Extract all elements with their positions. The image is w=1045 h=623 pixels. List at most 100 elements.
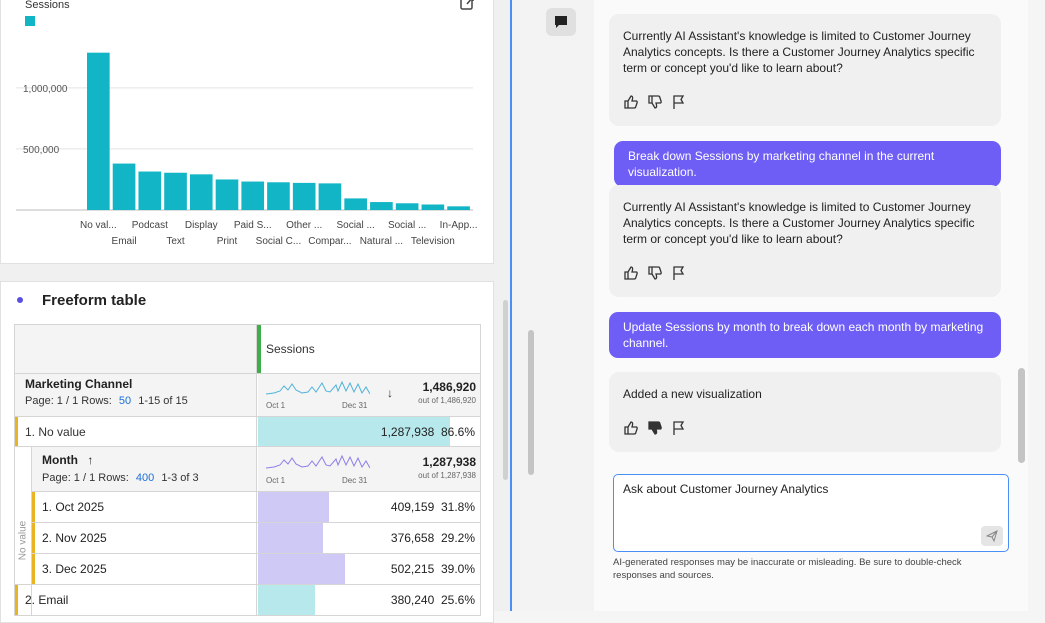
bar <box>447 206 470 210</box>
x-tick-label: Email <box>112 236 137 247</box>
breakdown-summary: Oct 1 Dec 31 1,287,938 out of 1,287,938 <box>258 447 480 491</box>
bar <box>87 52 110 210</box>
dimension-name[interactable]: Marketing Channel <box>25 377 133 391</box>
table-row[interactable]: 2. Email <box>15 585 257 615</box>
chat-scrollbar[interactable] <box>1018 368 1025 463</box>
column-drag-handle[interactable] <box>257 325 261 373</box>
sort-arrow-icon[interactable]: ↓ <box>387 386 393 400</box>
x-tick-label: Natural ... <box>360 236 403 247</box>
ai-disclaimer: AI-generated responses may be inaccurate… <box>613 557 962 581</box>
column-header-empty <box>15 325 257 373</box>
x-tick-label: Social ... <box>388 220 426 231</box>
thumbs-up-icon[interactable] <box>623 420 639 436</box>
thumbs-up-icon[interactable] <box>623 94 639 110</box>
percent-bar <box>258 585 315 615</box>
bar <box>344 198 367 210</box>
panel-divider[interactable] <box>510 0 512 611</box>
percent-bar <box>258 523 323 553</box>
bar <box>112 163 136 210</box>
table-row[interactable]: 3. Dec 2025 <box>32 554 257 584</box>
flag-icon[interactable] <box>671 420 687 436</box>
legend-swatch-sessions <box>25 16 35 26</box>
x-tick-label: Print <box>217 236 238 247</box>
rows-per-page[interactable]: 50 <box>118 395 132 407</box>
flag-icon[interactable] <box>671 265 687 281</box>
x-tick-label: No val... <box>80 220 117 231</box>
table-row-value-cell[interactable]: 502,215 39.0% <box>258 554 480 584</box>
sparkline <box>266 380 370 395</box>
x-tick-label: Podcast <box>132 220 168 231</box>
panel-status-dot <box>17 297 23 303</box>
message-text: Added a new visualization <box>623 387 762 401</box>
thumbs-down-icon[interactable] <box>647 94 663 110</box>
bar <box>292 182 316 210</box>
sparkline-end: Dec 31 <box>342 476 368 485</box>
thumbs-up-icon[interactable] <box>623 265 639 281</box>
send-icon <box>986 530 998 542</box>
dimension-pagination: Page: 1 / 1 Rows: 50 1-15 of 15 <box>25 395 188 407</box>
sparkline <box>266 454 370 469</box>
row-label[interactable]: 1. Oct 2025 <box>42 500 105 514</box>
breakdown-pagination: Page: 1 / 1 Rows: 400 1-3 of 3 <box>42 472 199 484</box>
bar <box>189 174 213 210</box>
workspace-scrollbar[interactable] <box>503 300 508 480</box>
breakdown-total-of: out of 1,287,938 <box>418 471 476 480</box>
page-label: Page: 1 / 1 Rows: <box>25 395 112 407</box>
bar <box>215 179 239 210</box>
bar <box>421 204 445 210</box>
bar-chart-panel: Sessions 500,000 1,000,000 No val... Email P… <box>0 0 494 264</box>
rows-per-page[interactable]: 400 <box>135 472 155 484</box>
breakdown-side-column: No value <box>15 447 32 615</box>
x-tick-label: In-App... <box>440 220 478 231</box>
column-header-sessions[interactable]: Sessions <box>266 342 315 356</box>
bar <box>138 171 162 210</box>
sparkline-end: Dec 31 <box>342 401 368 410</box>
dimension-total: 1,486,920 <box>422 380 476 394</box>
message-text: Currently AI Assistant's knowledge is li… <box>623 29 975 75</box>
breakdown-header: Month ↑ Page: 1 / 1 Rows: 400 1-3 of 3 <box>32 447 257 491</box>
chart-title: Sessions <box>25 0 70 11</box>
table-row[interactable]: 1. No value <box>15 417 257 446</box>
sparkline-start: Oct 1 <box>266 476 286 485</box>
table-row-value-cell[interactable]: 376,658 29.2% <box>258 523 480 553</box>
flag-icon[interactable] <box>671 94 687 110</box>
assistant-message: Currently AI Assistant's knowledge is li… <box>609 14 1001 126</box>
sparkline-start: Oct 1 <box>266 401 286 410</box>
table-row-value-cell[interactable]: 380,240 25.6% <box>258 585 480 615</box>
percent-bar <box>258 554 345 584</box>
page-label: Page: 1 / 1 Rows: <box>42 472 129 484</box>
export-icon[interactable] <box>459 0 475 11</box>
x-tick-label: Text <box>166 236 185 247</box>
row-range: 1-3 of 3 <box>161 472 199 484</box>
assistant-message: Added a new visualization <box>609 372 1001 452</box>
row-value: 1,287,938 86.6% <box>380 425 475 439</box>
send-button[interactable] <box>981 526 1003 546</box>
x-tick-label: Television <box>411 236 455 247</box>
x-tick-label: Paid S... <box>234 220 272 231</box>
thumbs-down-icon[interactable] <box>647 265 663 281</box>
table-row[interactable]: 1. Oct 2025 <box>32 492 257 522</box>
row-label[interactable]: 3. Dec 2025 <box>42 562 107 576</box>
chat-toggle-button[interactable] <box>546 8 576 36</box>
breakdown-name[interactable]: Month ↑ <box>42 453 94 467</box>
rail-scrollbar[interactable] <box>528 330 534 475</box>
table-row[interactable]: 2. Nov 2025 <box>32 523 257 553</box>
row-label[interactable]: 2. Nov 2025 <box>42 531 107 545</box>
x-tick-label: Other ... <box>286 220 322 231</box>
x-tick-label: Social C... <box>256 236 302 247</box>
table-row-value-cell[interactable]: 1,287,938 86.6% <box>258 417 480 446</box>
chat-input[interactable]: Ask about Customer Journey Analytics <box>613 474 1009 552</box>
row-label[interactable]: 1. No value <box>25 425 86 439</box>
chat-input-placeholder: Ask about Customer Journey Analytics <box>623 482 829 496</box>
percent-bar <box>258 417 451 446</box>
sort-up-icon[interactable]: ↑ <box>87 453 94 467</box>
freeform-table-title[interactable]: Freeform table <box>42 292 147 309</box>
row-label[interactable]: 2. Email <box>25 593 69 607</box>
bar-chart: 500,000 1,000,000 No val... Email Podcast Tex… <box>16 52 478 247</box>
bar <box>267 182 290 210</box>
row-value: 376,658 29.2% <box>390 531 475 545</box>
table-row-value-cell[interactable]: 409,159 31.8% <box>258 492 480 522</box>
thumbs-down-filled-icon[interactable] <box>647 420 663 436</box>
row-value: 502,215 39.0% <box>390 562 475 576</box>
user-message: Update Sessions by month to break down e… <box>609 312 1001 358</box>
